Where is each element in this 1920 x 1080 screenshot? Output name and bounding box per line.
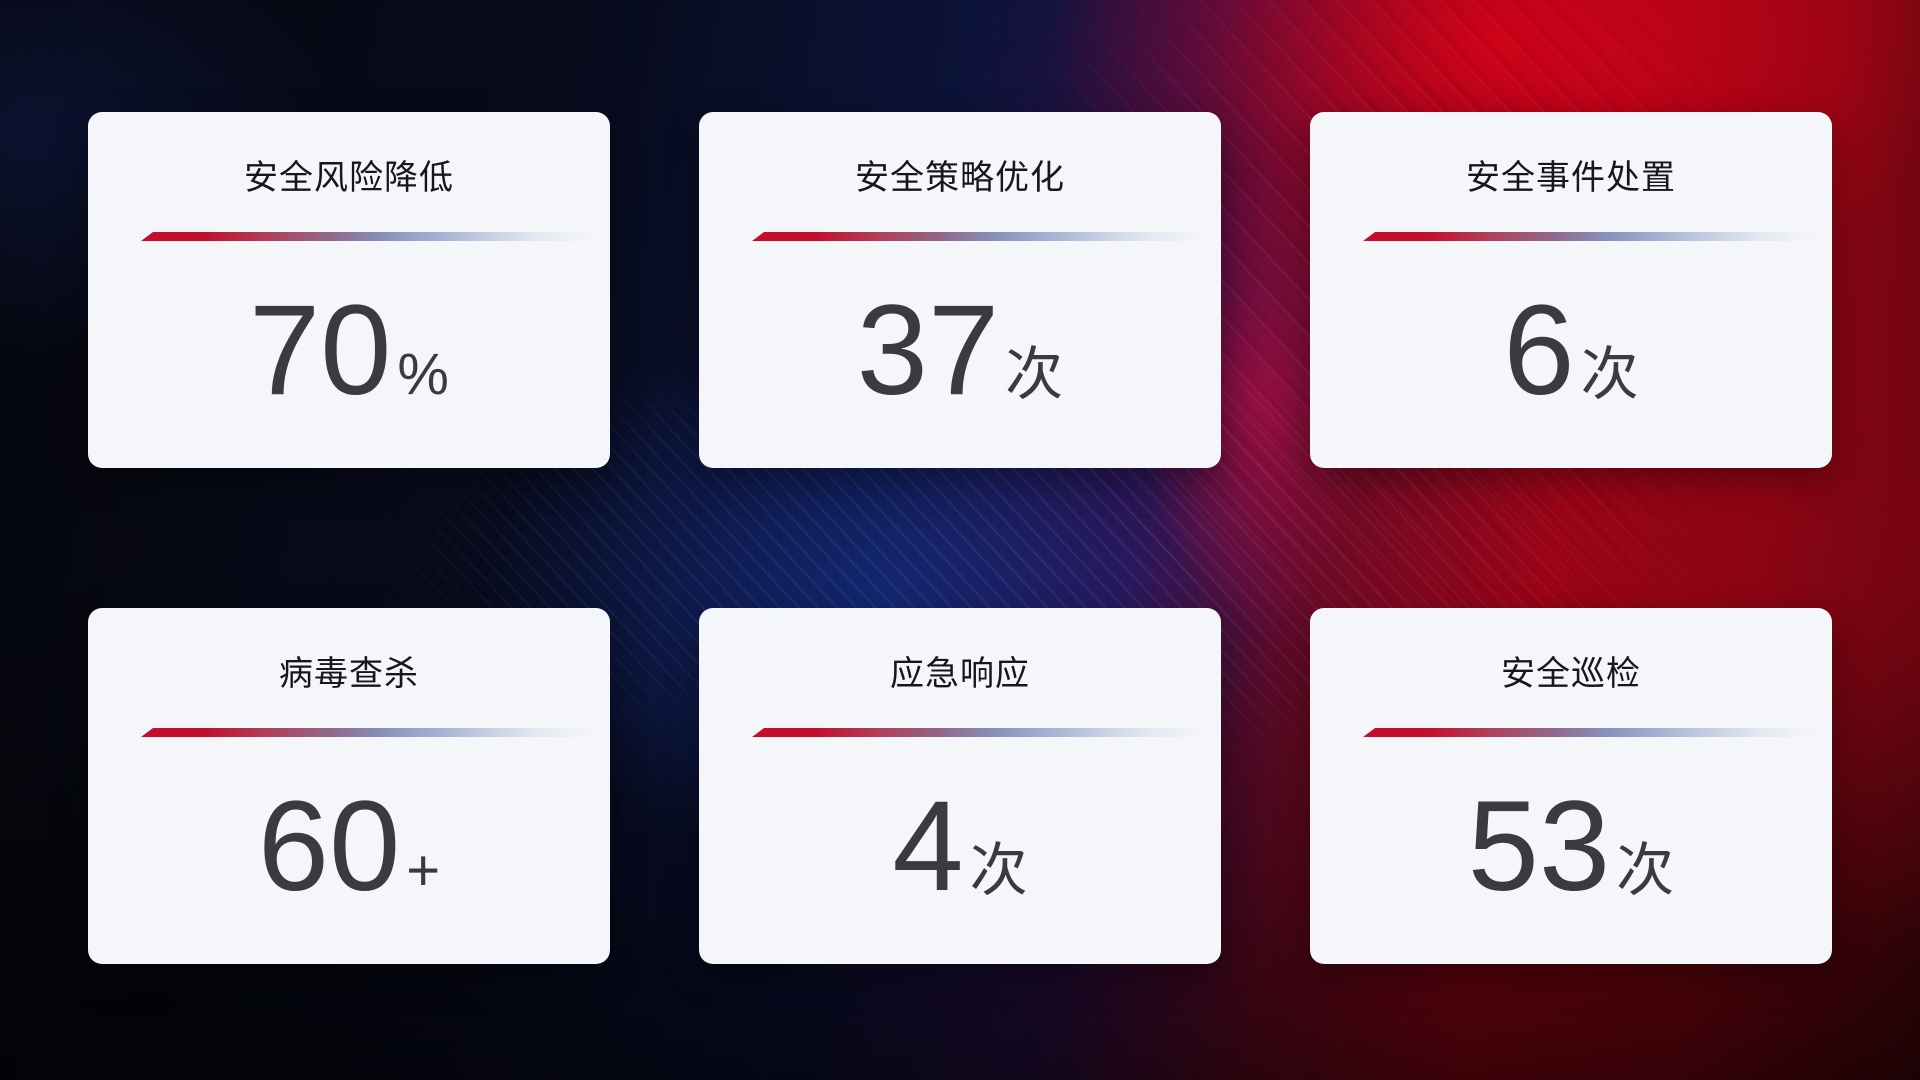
card-title: 安全策略优化 — [855, 159, 1065, 197]
card-value: 70% — [88, 287, 610, 415]
card-divider — [1363, 728, 1815, 737]
card-title: 病毒查杀 — [279, 655, 419, 693]
stat-card-security-inspection: 安全巡检 53 次 — [1310, 608, 1832, 964]
card-number: 70 — [249, 279, 392, 422]
card-title: 安全风险降低 — [244, 159, 454, 197]
card-unit: 次 — [1005, 342, 1064, 407]
card-number: 53 — [1467, 775, 1611, 918]
card-title: 安全事件处置 — [1466, 159, 1676, 197]
card-divider — [752, 232, 1204, 241]
card-number: 6 — [1503, 279, 1575, 422]
card-unit: 次 — [1580, 342, 1639, 407]
card-divider — [141, 728, 593, 737]
card-unit: % — [397, 342, 449, 407]
card-value: 60 + — [88, 783, 610, 911]
card-number: 37 — [856, 279, 1000, 422]
card-title: 安全巡检 — [1501, 655, 1641, 693]
card-number: 60 — [257, 775, 401, 918]
card-value: 37 次 — [699, 287, 1221, 415]
card-divider — [1363, 232, 1815, 241]
card-unit: + — [406, 838, 441, 903]
card-title: 应急响应 — [890, 655, 1030, 693]
card-divider — [752, 728, 1204, 737]
stat-card-virus-scan: 病毒查杀 60 + — [88, 608, 610, 964]
card-divider — [141, 232, 593, 241]
stat-card-policy-optimization: 安全策略优化 37 次 — [699, 112, 1221, 468]
card-unit: 次 — [969, 838, 1028, 903]
card-number: 4 — [892, 775, 964, 918]
stat-card-risk-reduction: 安全风险降低 70% — [88, 112, 610, 468]
card-unit: 次 — [1616, 838, 1675, 903]
card-value: 53 次 — [1310, 783, 1832, 911]
